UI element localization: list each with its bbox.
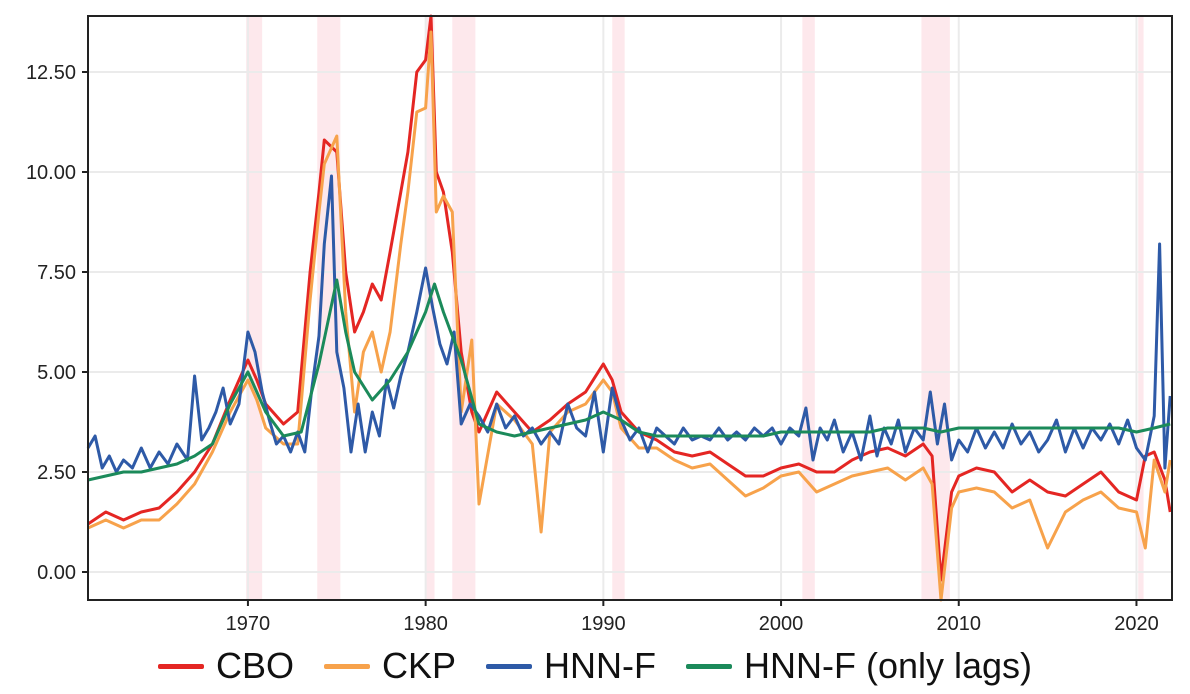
series-line-hnn-f	[86, 174, 1172, 474]
plot-frame	[87, 15, 1173, 601]
x-tick-label-4: 2010	[937, 613, 982, 635]
legend-item-ckp: CKP	[323, 645, 456, 686]
legend-label-hnn-f: HNN-F	[544, 645, 656, 686]
legend-item-hnn-f-only-lags: HNN-F (only lags)	[685, 645, 1033, 686]
recession-band-0	[246, 16, 263, 600]
recession-bands	[246, 16, 1144, 600]
y-tick-label-3: 7.50	[37, 262, 76, 284]
series-line-hnn-f-only-lags	[87, 278, 1171, 482]
legend-swatch-hnn-f	[486, 663, 532, 669]
legend-label-ckp: CKP	[381, 645, 456, 686]
y-axis: 0.00 2.50 5.00 7.50 10.00 12.50	[26, 62, 88, 584]
legend-label-hnn-f-only-lags: HNN-F (only lags)	[743, 645, 1033, 686]
legend-swatch-hnn-f-only-lags	[685, 663, 732, 669]
y-tick-label-4: 10.00	[26, 162, 76, 184]
recession-band-4	[612, 16, 625, 600]
recession-band-7	[1138, 16, 1144, 600]
x-tick-label-0: 1970	[226, 613, 271, 635]
y-tick-label-2: 5.00	[37, 362, 76, 384]
legend-item-hnn-f: HNN-F	[486, 648, 656, 684]
legend-label-cbo: CBO	[215, 645, 294, 686]
recession-band-3	[452, 16, 476, 600]
series-line-ckp	[87, 30, 1172, 602]
y-tick-label-5: 12.50	[26, 62, 76, 84]
y-tick-label-1: 2.50	[37, 462, 76, 484]
legend-swatch-ckp	[323, 663, 370, 669]
legend-swatch-cbo	[157, 663, 204, 669]
x-tick-label-3: 2000	[759, 613, 804, 635]
x-tick-label-5: 2020	[1114, 613, 1159, 635]
legend-item-cbo: CBO	[157, 645, 294, 686]
x-tick-label-2: 1990	[581, 613, 626, 635]
recession-band-2	[425, 16, 435, 600]
legend: CBO CKP HNN-F HNN-F (only lags)	[0, 638, 1190, 694]
line-chart: 1970 1980 1990 2000 2010 2020 0.00 2.50 5.00 7.5…	[26, 14, 1173, 635]
series-lines	[86, 14, 1172, 602]
x-tick-label-1: 1980	[403, 613, 448, 635]
recession-band-5	[802, 16, 815, 600]
y-tick-label-0: 0.00	[37, 562, 76, 584]
x-axis: 1970 1980 1990 2000 2010 2020	[226, 600, 1159, 635]
